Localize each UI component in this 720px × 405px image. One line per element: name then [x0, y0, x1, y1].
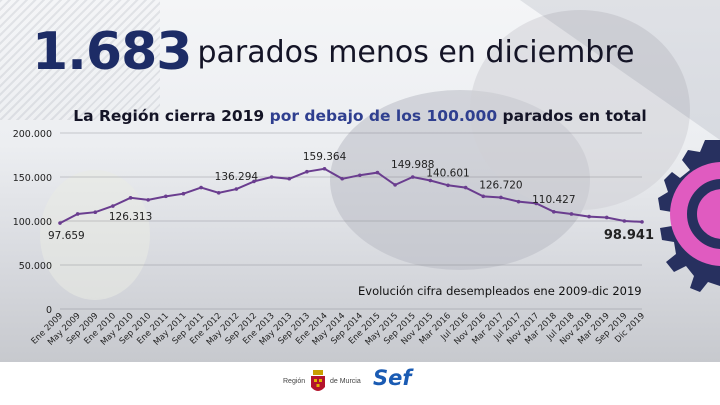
- data-point: [234, 187, 239, 191]
- y-tick-label: 50.000: [19, 261, 52, 272]
- data-point: [569, 212, 574, 216]
- y-tick-label: 150.000: [13, 173, 52, 184]
- person-shape: [470, 10, 690, 210]
- y-tick-label: 100.000: [13, 217, 52, 228]
- data-point: [252, 179, 256, 184]
- data-point: [552, 210, 556, 214]
- subtitle-part1: La Región cierra 2019: [73, 107, 270, 125]
- region-murcia-logo: Región de Murcia: [283, 370, 373, 398]
- data-point: [499, 195, 503, 200]
- data-point: [322, 166, 327, 171]
- y-tick-label: 200.000: [13, 129, 52, 140]
- data-point: [375, 170, 380, 175]
- data-point: [146, 198, 150, 202]
- headline-number: 1.683: [32, 22, 192, 82]
- data-point: [93, 210, 98, 214]
- data-point: [164, 194, 168, 199]
- data-point: [446, 183, 450, 188]
- data-label: 110.427: [532, 194, 575, 206]
- data-label: 159.364: [303, 151, 347, 163]
- gear-icon: [658, 140, 720, 292]
- data-label: 126.720: [479, 179, 522, 191]
- data-point: [358, 173, 362, 178]
- subtitle-highlight: por debajo de los 100.000: [269, 107, 498, 125]
- data-label: 136.294: [215, 171, 259, 183]
- flowers-shape: [40, 170, 150, 300]
- headline-text: parados menos en diciembre: [197, 34, 635, 70]
- data-point: [181, 191, 186, 196]
- region-left-label: Región: [283, 378, 306, 385]
- chart-annotation: Evolución cifra desempleados ene 2009-di…: [358, 284, 642, 298]
- data-point: [587, 214, 591, 219]
- data-point: [75, 212, 80, 216]
- data-point: [393, 183, 397, 187]
- y-tick-label: 0: [46, 305, 52, 316]
- data-point: [58, 221, 62, 225]
- y-axis: 200.000 150.000 100.000 50.000 0: [13, 129, 642, 316]
- data-label: 126.313: [109, 211, 152, 223]
- data-point: [410, 175, 415, 179]
- data-point: [516, 199, 521, 204]
- data-point: [463, 185, 468, 190]
- data-point: [111, 204, 115, 208]
- data-point: [428, 178, 433, 183]
- sef-logo: Sef: [373, 366, 412, 390]
- data-point: [640, 220, 644, 224]
- coat-of-arms-icon: [311, 370, 325, 391]
- data-point: [622, 219, 627, 223]
- unemployment-chart: 200.000 150.000 100.000 50.000 0 Ene 2009May…: [13, 129, 720, 348]
- data-point: [128, 196, 133, 200]
- footer: [0, 362, 720, 405]
- data-point: [269, 175, 274, 179]
- data-point: [481, 194, 486, 199]
- data-label: 98.941: [604, 228, 654, 243]
- headline: 1.683 parados menos en diciembre: [32, 22, 634, 82]
- data-point: [305, 169, 309, 174]
- data-labels: 97.659 126.313 136.294 159.364 149.988140.60…: [48, 151, 654, 243]
- data-point: [340, 176, 344, 181]
- subtitle-part2: parados en total: [497, 107, 647, 125]
- data-label: 97.659: [48, 230, 85, 242]
- data-point: [287, 176, 292, 181]
- data-label: 140.601: [426, 167, 469, 179]
- decorative-stripes: [0, 0, 160, 120]
- data-label: 149.988: [391, 159, 434, 171]
- series-line: [58, 166, 644, 225]
- data-point: [216, 191, 221, 195]
- series-line-path: [59, 167, 643, 224]
- data-point: [199, 185, 203, 190]
- background-photo: [0, 0, 720, 362]
- data-point: [534, 201, 538, 206]
- data-point: [604, 215, 609, 220]
- chart-subtitle: La Región cierra 2019 por debajo de los …: [0, 107, 720, 125]
- region-right-label: de Murcia: [330, 378, 361, 385]
- decorative-triangle: [520, 0, 720, 140]
